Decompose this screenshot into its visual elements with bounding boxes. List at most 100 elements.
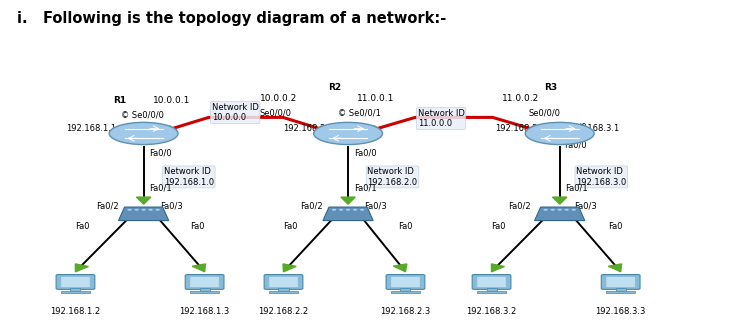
Text: R1: R1	[113, 96, 127, 105]
Text: Fa0/1: Fa0/1	[149, 184, 171, 193]
Text: i.   Following is the topology diagram of a network:-: i. Following is the topology diagram of …	[17, 11, 446, 26]
Bar	[400, 288, 411, 292]
Text: 192.168.2.1: 192.168.2.1	[283, 124, 333, 133]
Bar	[391, 291, 419, 293]
Polygon shape	[75, 264, 89, 272]
Text: Fa0: Fa0	[398, 222, 413, 231]
Polygon shape	[553, 197, 567, 204]
FancyBboxPatch shape	[190, 277, 219, 287]
Text: Fa0/3: Fa0/3	[574, 202, 597, 211]
FancyBboxPatch shape	[56, 275, 95, 289]
FancyBboxPatch shape	[264, 275, 303, 289]
Circle shape	[572, 209, 576, 211]
Text: Fa0/1: Fa0/1	[565, 184, 588, 193]
FancyBboxPatch shape	[606, 277, 635, 287]
FancyBboxPatch shape	[269, 277, 298, 287]
FancyBboxPatch shape	[601, 275, 640, 289]
Text: Fa0: Fa0	[491, 222, 506, 231]
FancyBboxPatch shape	[386, 275, 425, 289]
Circle shape	[135, 209, 139, 211]
Bar	[487, 288, 496, 292]
Text: 10.0.0.2: 10.0.0.2	[260, 94, 297, 103]
Bar	[70, 288, 81, 292]
Circle shape	[332, 209, 336, 211]
Text: Se0/0/0: Se0/0/0	[528, 109, 560, 118]
Polygon shape	[136, 197, 151, 204]
Polygon shape	[491, 264, 504, 272]
Bar	[606, 291, 635, 293]
Polygon shape	[608, 264, 621, 272]
Text: 192.168.1.3: 192.168.1.3	[179, 307, 230, 316]
Circle shape	[543, 209, 548, 211]
Text: © Se0/0/1: © Se0/0/1	[338, 109, 381, 118]
Text: © Se0/0/0: © Se0/0/0	[121, 110, 163, 119]
Text: Network ID
10.0.0.0: Network ID 10.0.0.0	[212, 103, 258, 122]
Ellipse shape	[313, 122, 383, 145]
Text: Fa0/2: Fa0/2	[508, 202, 531, 211]
Bar	[190, 291, 219, 293]
Text: Fa0: Fa0	[190, 222, 205, 231]
Circle shape	[149, 209, 153, 211]
Circle shape	[339, 209, 343, 211]
Polygon shape	[534, 207, 585, 220]
Ellipse shape	[109, 122, 178, 145]
Text: Se0/0/0: Se0/0/0	[260, 109, 292, 118]
Bar	[616, 288, 626, 292]
Circle shape	[353, 209, 357, 211]
Text: Fa0/2: Fa0/2	[300, 202, 323, 211]
FancyBboxPatch shape	[472, 275, 511, 289]
Bar	[477, 291, 506, 293]
Polygon shape	[526, 126, 542, 132]
Text: Fa0: Fa0	[608, 222, 623, 231]
Polygon shape	[162, 126, 177, 132]
Text: Fa0/0: Fa0/0	[354, 148, 376, 157]
Text: Network ID
192.168.1.0: Network ID 192.168.1.0	[164, 167, 214, 187]
Polygon shape	[315, 126, 330, 132]
Text: Network ID
11.0.0.0: Network ID 11.0.0.0	[418, 109, 465, 128]
Text: 192.168.3.1: 192.168.3.1	[569, 124, 619, 133]
Text: 192.168.3.3: 192.168.3.3	[595, 307, 646, 316]
Text: Fa0/0: Fa0/0	[149, 148, 171, 157]
FancyBboxPatch shape	[61, 277, 90, 287]
Bar	[278, 288, 288, 292]
Bar	[61, 291, 90, 293]
Text: Fa0/1: Fa0/1	[354, 184, 376, 193]
FancyBboxPatch shape	[185, 275, 224, 289]
Text: Network ID
192.168.3.0: Network ID 192.168.3.0	[576, 167, 627, 187]
Text: R3: R3	[545, 83, 558, 92]
Circle shape	[141, 209, 146, 211]
Text: Fa0/2: Fa0/2	[96, 202, 119, 211]
Circle shape	[127, 209, 132, 211]
Text: 192.168.1.1: 192.168.1.1	[66, 124, 116, 133]
Text: 192.168.3.1: 192.168.3.1	[495, 124, 545, 133]
Text: 192.168.3.2: 192.168.3.2	[466, 307, 517, 316]
Ellipse shape	[526, 122, 594, 145]
Polygon shape	[366, 126, 381, 132]
Text: 192.168.1.2: 192.168.1.2	[51, 307, 100, 316]
Polygon shape	[283, 264, 296, 272]
Text: Fa0/0: Fa0/0	[564, 141, 586, 150]
Text: 192.168.2.2: 192.168.2.2	[258, 307, 309, 316]
Circle shape	[550, 209, 555, 211]
Circle shape	[346, 209, 350, 211]
Text: 192.168.2.3: 192.168.2.3	[381, 307, 430, 316]
Polygon shape	[323, 207, 373, 220]
Bar	[269, 291, 298, 293]
Polygon shape	[393, 264, 407, 272]
Bar	[200, 288, 209, 292]
Text: Fa0/0: Fa0/0	[564, 122, 586, 131]
Polygon shape	[341, 197, 355, 204]
Text: Network ID
192.168.2.0: Network ID 192.168.2.0	[367, 167, 417, 187]
Polygon shape	[119, 207, 168, 220]
FancyBboxPatch shape	[477, 277, 506, 287]
Text: Fa0: Fa0	[283, 222, 298, 231]
Text: R2: R2	[328, 83, 341, 92]
Text: 10.0.0.1: 10.0.0.1	[153, 96, 190, 105]
Polygon shape	[193, 264, 206, 272]
Circle shape	[564, 209, 569, 211]
Text: Fa0/3: Fa0/3	[160, 202, 183, 211]
Circle shape	[155, 209, 160, 211]
FancyBboxPatch shape	[391, 277, 419, 287]
Circle shape	[558, 209, 562, 211]
Text: 11.0.0.1: 11.0.0.1	[356, 94, 394, 103]
